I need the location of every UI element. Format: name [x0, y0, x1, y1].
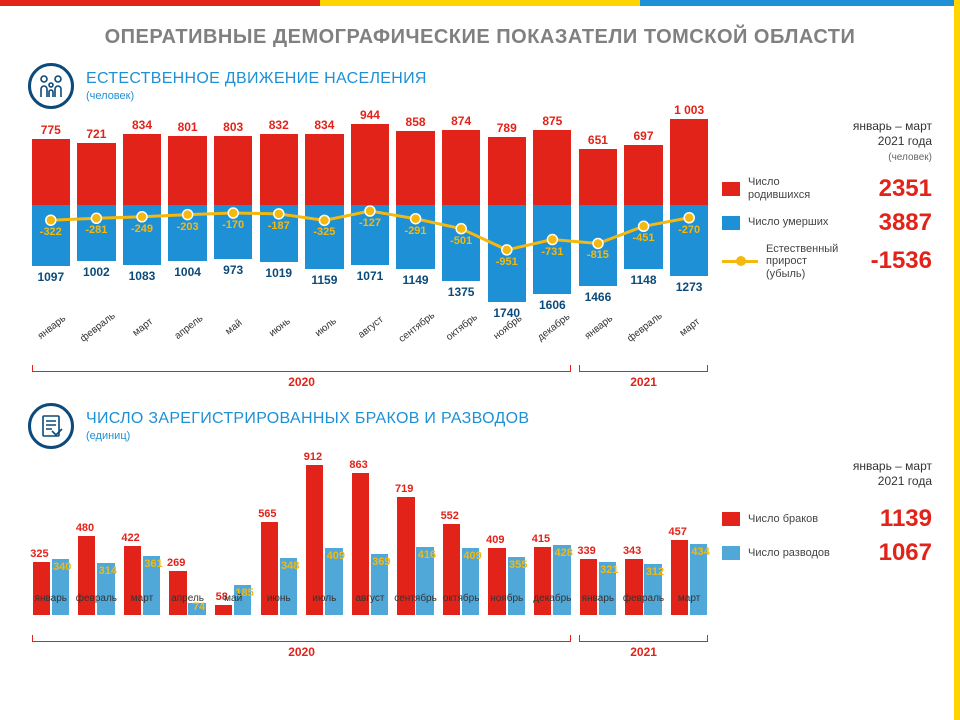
val-births: 2351: [852, 175, 932, 203]
section2-title: ЧИСЛО ЗАРЕГИСТРИРОВАННЫХ БРАКОВ И РАЗВОД…: [86, 410, 529, 428]
val-net: -1536: [852, 247, 932, 275]
legend-div: Число разводов: [748, 547, 844, 560]
document-icon: [28, 403, 74, 449]
swatch-births: [722, 182, 740, 196]
val-marr: 1139: [852, 505, 932, 533]
section2-unit: (единиц): [86, 430, 529, 442]
section1-title: ЕСТЕСТВЕННОЕ ДВИЖЕНИЕ НАСЕЛЕНИЯ: [86, 70, 427, 88]
val-div: 1067: [852, 539, 932, 567]
legend-births: Число родившихся: [748, 176, 844, 201]
swatch-net: [722, 254, 758, 268]
swatch-marr: [722, 512, 740, 526]
summary1: январь – март2021 года (человек) Число р…: [722, 115, 932, 393]
summary1-unit: (человек): [888, 152, 932, 163]
val-deaths: 3887: [852, 209, 932, 237]
legend-deaths: Число умерших: [748, 216, 844, 229]
legend-marr: Число браков: [748, 513, 844, 526]
section1-unit: (человек): [86, 90, 427, 102]
family-icon: [28, 63, 74, 109]
summary2: январь – март2021 года Число браков 1139…: [722, 455, 932, 663]
section1-header: ЕСТЕСТВЕННОЕ ДВИЖЕНИЕ НАСЕЛЕНИЯ (человек…: [28, 63, 932, 109]
chart-marriages: 325340январь480314февраль422361март26974…: [28, 459, 712, 639]
swatch-div: [722, 546, 740, 560]
swatch-deaths: [722, 216, 740, 230]
legend-net: Естественный прирост (убыль): [766, 243, 844, 281]
summary1-period: январь – март2021 года: [722, 119, 932, 149]
summary2-period: январь – март2021 года: [722, 459, 932, 489]
section2-header: ЧИСЛО ЗАРЕГИСТРИРОВАННЫХ БРАКОВ И РАЗВОД…: [28, 403, 932, 449]
page-title: ОПЕРАТИВНЫЕ ДЕМОГРАФИЧЕСКИЕ ПОКАЗАТЕЛИ Т…: [28, 26, 932, 49]
chart-population: 775-3221097январь721-2811002февраль834-2…: [28, 115, 712, 345]
